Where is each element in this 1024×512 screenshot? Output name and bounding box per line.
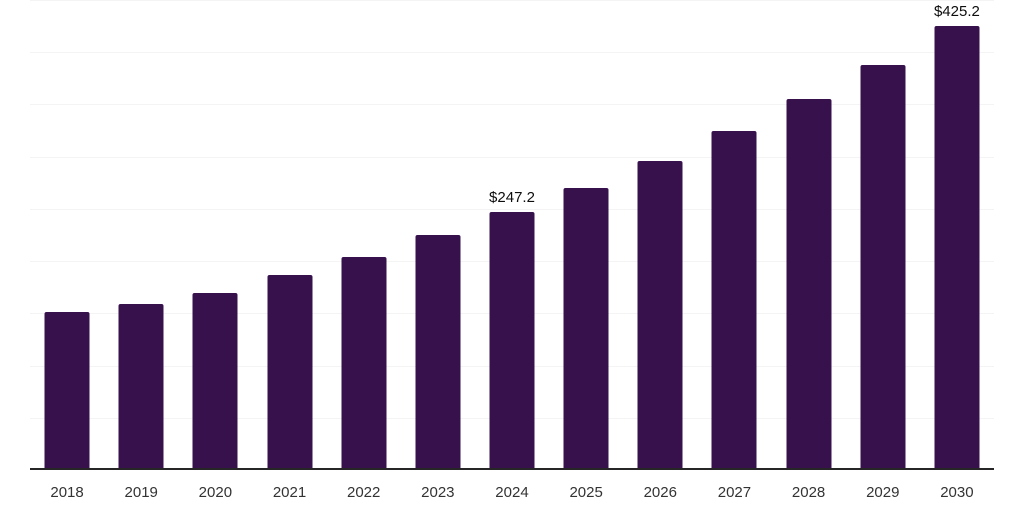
bar-column-2030: $425.2 <box>920 0 994 470</box>
bar-2026[interactable] <box>637 160 683 470</box>
bar-column-2020 <box>178 0 252 470</box>
bar-column-2026 <box>623 0 697 470</box>
gridline <box>30 156 994 158</box>
bar-2027[interactable] <box>711 130 757 470</box>
bar-column-2023 <box>401 0 475 470</box>
x-tick-label-2028: 2028 <box>791 484 826 501</box>
bar-2018[interactable] <box>44 311 90 470</box>
x-tick-label-2020: 2020 <box>198 484 233 501</box>
x-axis-labels: 2018 2019 2020 2021 2022 2023 2024 2025 2026 2027… <box>30 470 994 512</box>
x-tick-label-2018: 2018 <box>50 484 84 501</box>
bar-2020[interactable] <box>192 292 238 470</box>
x-tick-label-2024: 2024 <box>495 484 529 501</box>
bar-2022[interactable] <box>341 256 387 470</box>
x-tick-label-2030: 2030 <box>940 484 974 501</box>
plot-area: $247.2 $425.2 <box>30 0 994 470</box>
bar-column-2027 <box>697 0 771 470</box>
bar-2023[interactable] <box>415 235 461 470</box>
bar-column-2019 <box>104 0 178 470</box>
x-axis-line <box>30 468 994 470</box>
bar-2021[interactable] <box>267 275 313 470</box>
bar-2028[interactable] <box>786 99 832 470</box>
x-tick-label-2026: 2026 <box>643 484 677 501</box>
gridline <box>30 208 994 210</box>
x-tick-label-2021: 2021 <box>272 484 307 501</box>
x-tick-label-2029: 2029 <box>866 484 900 501</box>
bar-column-2024: $247.2 <box>475 0 549 470</box>
x-tick-label-2022: 2022 <box>346 484 381 501</box>
x-tick-label-2019: 2019 <box>124 484 158 501</box>
bar-column-2029 <box>846 0 920 470</box>
bar-column-2018 <box>30 0 104 470</box>
bar-2029[interactable] <box>860 64 906 470</box>
x-tick-label-2023: 2023 <box>421 484 455 501</box>
bar-column-2025 <box>549 0 623 470</box>
x-tick-label-2027: 2027 <box>717 484 752 501</box>
gridline <box>30 52 994 54</box>
gridline <box>30 0 994 1</box>
x-tick-label-2025: 2025 <box>569 484 603 501</box>
bar-2030[interactable] <box>934 25 980 470</box>
bar-column-2028 <box>772 0 846 470</box>
bar-2019[interactable] <box>118 304 164 470</box>
bar-column-2021 <box>252 0 326 470</box>
bar-2025[interactable] <box>563 188 609 470</box>
bar-column-2022 <box>327 0 401 470</box>
gridline <box>30 104 994 106</box>
bar-value-label-2024: $247.2 <box>489 188 535 206</box>
bar-value-label-2030: $425.2 <box>933 2 980 20</box>
bar-2024[interactable] <box>489 211 535 470</box>
